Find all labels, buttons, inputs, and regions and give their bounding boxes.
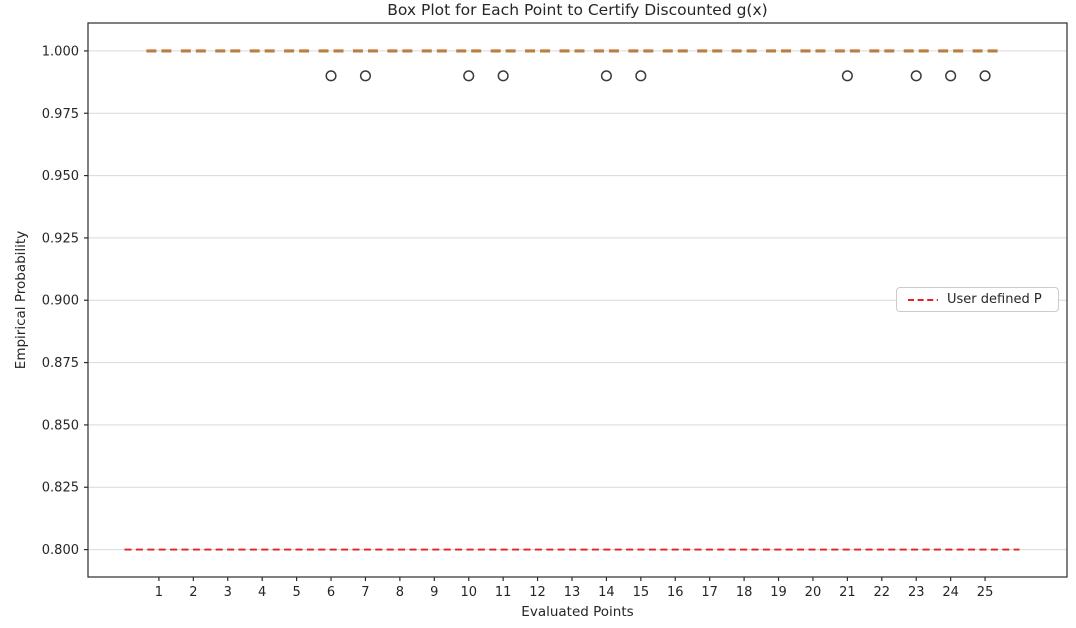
x-tick-label: 25 (977, 585, 994, 600)
outlier-marker (945, 70, 957, 82)
x-tick-label: 11 (495, 585, 512, 600)
outlier-marker (979, 70, 991, 82)
x-tick-label: 15 (633, 585, 650, 600)
x-tick-label: 2 (189, 585, 197, 600)
legend-label: User defined P (947, 292, 1042, 307)
x-tick-label: 13 (564, 585, 581, 600)
y-tick-label: 0.825 (42, 481, 79, 496)
y-tick-label: 0.850 (42, 418, 79, 433)
x-tick-label: 12 (529, 585, 546, 600)
x-tick-label: 24 (942, 585, 959, 600)
x-tick-label: 22 (874, 585, 891, 600)
legend: User defined P (896, 287, 1059, 312)
y-axis-ticks: 0.800 0.825 0.850 0.875 0.900 0.925 0.950 0.975… (42, 44, 88, 558)
x-tick-label: 10 (460, 585, 477, 600)
y-tick-label: 0.925 (42, 231, 79, 246)
x-tick-label: 6 (327, 585, 335, 600)
x-tick-label: 7 (361, 585, 369, 600)
y-tick-label: 0.875 (42, 356, 79, 371)
x-axis-ticks: 1 2 3 4 5 6 7 8 9 10 11 12 13 14 15 16 17 18 19 20 21 22 23 24 2… (155, 577, 994, 600)
outlier-markers (325, 70, 991, 82)
x-tick-label: 16 (667, 585, 684, 600)
y-tick-label: 0.900 (42, 294, 79, 309)
y-tick-label: 0.800 (42, 543, 79, 558)
x-axis-label: Evaluated Points (521, 604, 634, 620)
y-tick-label: 0.950 (42, 169, 79, 184)
x-tick-label: 14 (598, 585, 615, 600)
legend-line-sample (908, 298, 938, 301)
x-tick-label: 19 (770, 585, 787, 600)
x-tick-label: 20 (805, 585, 822, 600)
x-tick-label: 18 (736, 585, 753, 600)
outlier-marker (600, 70, 612, 82)
outlier-marker (841, 70, 853, 82)
x-tick-label: 1 (155, 585, 163, 600)
outlier-marker (635, 70, 647, 82)
outlier-marker (910, 70, 922, 82)
x-tick-label: 23 (908, 585, 925, 600)
x-tick-label: 5 (292, 585, 300, 600)
outlier-marker (359, 70, 372, 82)
outlier-marker (325, 70, 337, 82)
y-tick-label: 1.000 (42, 44, 79, 59)
y-tick-label: 0.975 (42, 107, 79, 122)
outlier-marker (497, 70, 509, 82)
x-tick-label: 9 (430, 585, 438, 600)
y-axis-label: Empirical Probability (13, 230, 29, 370)
x-tick-label: 21 (839, 585, 856, 600)
outlier-marker (463, 70, 475, 82)
x-tick-label: 17 (701, 585, 718, 600)
chart-title: Box Plot for Each Point to Certify Disco… (387, 1, 768, 19)
x-tick-label: 3 (224, 585, 232, 600)
x-tick-label: 8 (396, 585, 404, 600)
x-tick-label: 4 (258, 585, 266, 600)
